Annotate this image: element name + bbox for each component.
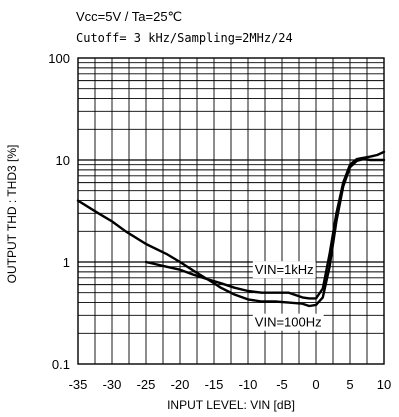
annotation-background xyxy=(252,313,324,331)
y-tick-labels: 0.1 1 10 100 xyxy=(48,51,70,372)
series-line-vin-100hz xyxy=(76,157,386,308)
x-tick-label: -35 xyxy=(69,377,88,392)
y-axis-title: OUTPUT THD : THD3 [%] xyxy=(5,144,19,284)
x-axis-title: INPUT LEVEL: VIN [dB] xyxy=(167,398,295,412)
x-tick-label: -15 xyxy=(205,377,224,392)
chart-grid xyxy=(78,58,384,364)
y-tick-label: 1 xyxy=(63,255,70,270)
chart-series xyxy=(76,150,386,308)
y-tick-label: 100 xyxy=(48,51,70,66)
x-tick-label: -25 xyxy=(137,377,156,392)
y-tick-label: 10 xyxy=(56,153,70,168)
x-tick-label: -30 xyxy=(103,377,122,392)
series-annotation: VIN=1kHz xyxy=(255,262,314,277)
y-tick-label: 0.1 xyxy=(52,357,70,372)
plot-frame xyxy=(77,57,385,365)
x-tick-label: -10 xyxy=(239,377,258,392)
x-tick-label: -20 xyxy=(171,377,190,392)
chart-annotations: VIN=1kHz VIN=100Hz xyxy=(252,261,324,331)
x-tick-labels: -35 -30 -25 -20 -15 -10 -5 0 5 10 xyxy=(69,377,392,392)
x-tick-label: 5 xyxy=(346,377,353,392)
x-tick-label: 0 xyxy=(312,377,319,392)
x-tick-label: 10 xyxy=(377,377,391,392)
x-tick-label: -5 xyxy=(276,377,288,392)
chart-title-cutoff: Cutoff= 3 kHz/Sampling=2MHz/24 xyxy=(76,31,293,45)
series-annotation: VIN=100Hz xyxy=(255,315,322,330)
annotation-background xyxy=(252,261,316,279)
chart-title-conditions: Vcc=5V / Ta=25℃ xyxy=(76,9,183,24)
